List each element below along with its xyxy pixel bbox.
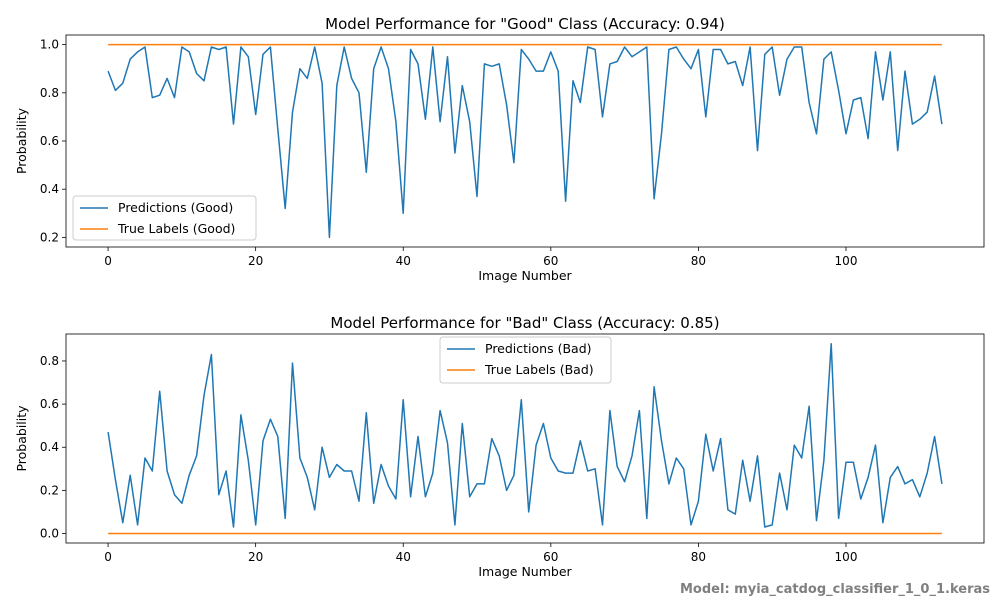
legend-entry: Predictions (Bad) <box>485 341 592 356</box>
legend-box <box>439 336 612 384</box>
y-tick-label: 0.4 <box>40 182 59 196</box>
legend-box <box>72 195 257 241</box>
y-tick-label: 0.0 <box>40 527 59 541</box>
model-footnote: Model: myia_catdog_classifier_1_0_1.kera… <box>680 582 990 597</box>
axes-frame <box>65 333 985 544</box>
x-tick-label: 20 <box>248 254 263 268</box>
x-tick-label: 100 <box>835 550 858 564</box>
x-tick-label: 80 <box>691 550 706 564</box>
x-tick-label: 80 <box>691 254 706 268</box>
legend-entry: Predictions (Good) <box>118 200 233 215</box>
x-tick-label: 40 <box>396 550 411 564</box>
x-tick-label: 0 <box>104 254 112 268</box>
legend-entry: True Labels (Good) <box>117 221 235 236</box>
chart-panel-2: Model Performance for "Bad" Class (Accur… <box>14 314 985 579</box>
series-line-1 <box>107 46 943 239</box>
x-tick-label: 60 <box>543 550 558 564</box>
y-tick-label: 0.8 <box>40 86 59 100</box>
chart-title: Model Performance for "Good" Class (Accu… <box>325 15 725 33</box>
x-axis-label: Image Number <box>478 564 572 579</box>
legend-entry: True Labels (Bad) <box>484 362 594 377</box>
x-axis-label: Image Number <box>478 268 572 283</box>
legend: Predictions (Bad) True Labels (Bad) <box>439 336 612 384</box>
y-tick-label: 0.2 <box>40 483 59 497</box>
legend: Predictions (Good) True Labels (Good) <box>72 195 257 241</box>
x-tick-label: 40 <box>396 254 411 268</box>
y-axis-label: Probability <box>14 405 29 472</box>
chart-title: Model Performance for "Bad" Class (Accur… <box>330 314 719 332</box>
y-tick-label: 0.4 <box>40 440 59 454</box>
x-tick-label: 20 <box>248 550 263 564</box>
y-tick-label: 0.2 <box>40 230 59 244</box>
series-line-1 <box>107 342 943 528</box>
x-tick-label: 60 <box>543 254 558 268</box>
y-tick-label: 1.0 <box>40 38 59 52</box>
x-tick-label: 0 <box>104 550 112 564</box>
y-tick-label: 0.6 <box>40 397 59 411</box>
chart-panel-1: Model Performance for "Good" Class (Accu… <box>14 15 985 283</box>
y-axis-label: Probability <box>14 107 29 174</box>
y-tick-label: 0.8 <box>40 354 59 368</box>
x-tick-label: 100 <box>835 254 858 268</box>
y-tick-label: 0.6 <box>40 134 59 148</box>
